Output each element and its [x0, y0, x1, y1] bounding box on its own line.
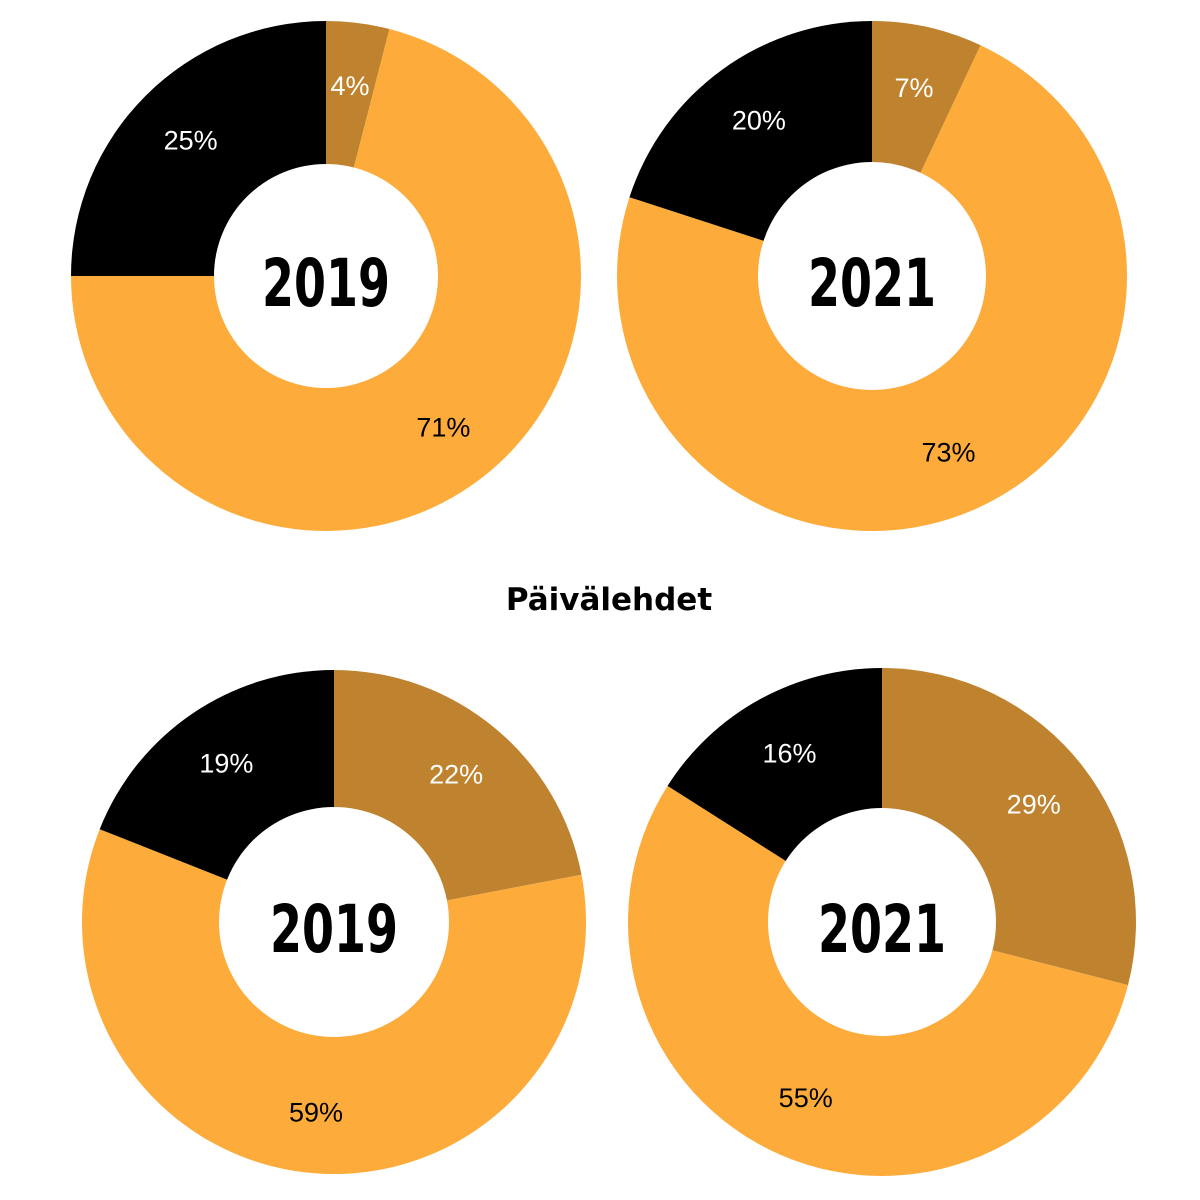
value-label-1-2: 71% [416, 412, 470, 442]
donut-hole-3 [219, 807, 449, 1037]
year-label-4: 2021 [818, 891, 946, 968]
value-label-3-1: 22% [429, 759, 483, 789]
donut-chart-3: 22% 59% 19% 2019 [82, 670, 587, 1174]
donut-hole-1 [214, 164, 438, 388]
value-label-1-3: 25% [164, 126, 218, 156]
year-label-3: 2019 [270, 891, 398, 968]
value-label-2-1: 7% [894, 73, 933, 103]
value-label-3-3: 19% [199, 749, 253, 779]
year-label-1: 2019 [262, 245, 390, 322]
donut-hole-4 [768, 808, 996, 1036]
donut-hole-2 [758, 162, 986, 390]
value-label-1-1: 4% [330, 71, 369, 101]
value-label-2-3: 20% [732, 105, 786, 135]
value-label-2-2: 73% [921, 438, 975, 468]
donut-chart-1: 4% 71% 25% 2019 [71, 20, 582, 531]
value-label-3-2: 59% [289, 1098, 343, 1128]
value-label-4-2: 55% [779, 1083, 833, 1113]
value-label-4-1: 29% [1007, 789, 1061, 819]
value-label-4-3: 16% [762, 739, 816, 769]
year-label-2: 2021 [808, 245, 936, 322]
donut-chart-2: 7% 73% 20% 2021 [616, 20, 1127, 532]
donut-chart-4: 29% 55% 16% 2021 [628, 668, 1137, 1176]
section-title: Päivälehdet [505, 582, 713, 618]
